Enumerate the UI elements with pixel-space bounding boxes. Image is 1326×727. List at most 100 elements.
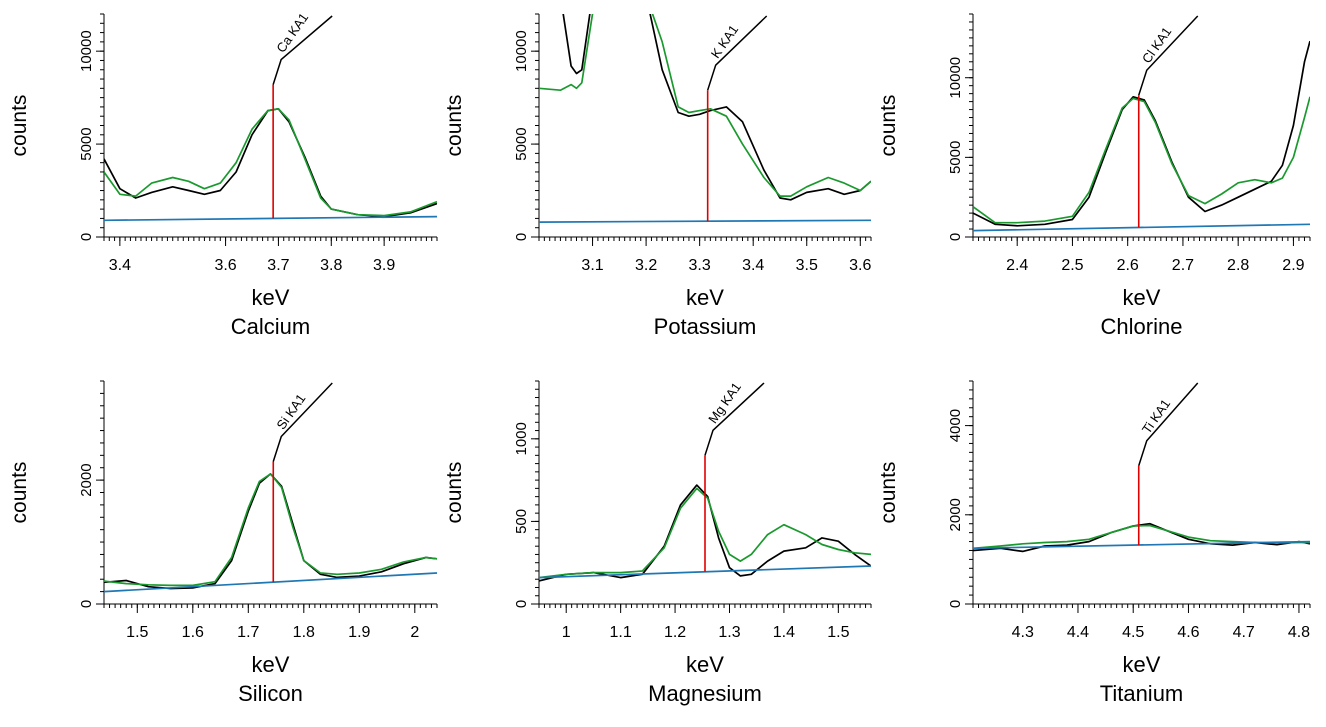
x-tick-label: 2.7 — [1172, 257, 1194, 274]
background-line — [539, 219, 871, 223]
x-tick-label: 4.7 — [1233, 624, 1255, 641]
x-tick-label: 1.8 — [293, 624, 315, 641]
x-tick-label: 1.6 — [182, 624, 204, 641]
panel-title: Titanium — [1100, 681, 1184, 706]
x-tick-label: 1.7 — [237, 624, 259, 641]
x-tick-label: 1.4 — [773, 624, 795, 641]
measured-spectrum-line — [973, 40, 1310, 227]
y-tick-label: 0 — [947, 600, 964, 608]
y-tick-label: 2000 — [947, 498, 964, 531]
y-tick-label: 4000 — [947, 409, 964, 442]
fit-spectrum-line — [539, 14, 871, 197]
panel-title: Silicon — [238, 681, 303, 706]
x-tick-label: 1.5 — [827, 624, 849, 641]
marker-leader-line — [272, 382, 333, 462]
x-tick-label: 4.4 — [1067, 624, 1089, 641]
y-tick-label: 5000 — [947, 141, 964, 174]
panel-title: Magnesium — [648, 681, 762, 706]
y-tick-label: 0 — [513, 600, 530, 608]
marker-leader-line — [272, 15, 333, 85]
y-tick-label: 10000 — [513, 30, 530, 72]
panel-title: Calcium — [231, 314, 310, 339]
background-line — [104, 215, 437, 222]
background-line — [973, 223, 1310, 232]
x-tick-label: 1.9 — [348, 624, 370, 641]
fit-spectrum-line — [104, 473, 437, 587]
measured-spectrum-line — [104, 473, 437, 590]
x-tick-label: 1 — [562, 624, 571, 641]
chart-panel-calcium: 0 5000 10000 3.4 3.6 3.7 3.8 3.9 counts keV Calciu… — [8, 10, 438, 339]
x-tick-label: 4.3 — [1012, 624, 1034, 641]
x-tick-label: 3.4 — [109, 257, 131, 274]
marker-leader-line — [1138, 382, 1199, 466]
y-tick-label: 5000 — [78, 127, 95, 160]
chart-panel-potassium: 0 5000 10000 3.1 3.2 3.3 3.4 3.5 3.6 counts keV Pot… — [443, 13, 872, 339]
measured-spectrum-line — [539, 484, 871, 582]
x-axis-label: keV — [1123, 285, 1161, 310]
y-tick-label: 10000 — [78, 30, 95, 72]
fit-spectrum-line — [539, 487, 871, 579]
x-tick-label: 3.1 — [581, 257, 603, 274]
x-tick-label: 2.4 — [1006, 257, 1028, 274]
y-tick-label: 1000 — [513, 422, 530, 455]
marker-label: K KA1 — [708, 22, 741, 61]
x-tick-label: 2.6 — [1117, 257, 1139, 274]
x-tick-label: 3.4 — [742, 257, 764, 274]
x-tick-label: 2.9 — [1282, 257, 1304, 274]
background-line — [539, 565, 871, 579]
y-axis-label: counts — [877, 95, 900, 157]
measured-spectrum-line — [104, 107, 437, 218]
x-tick-label: 2.8 — [1227, 257, 1249, 274]
y-tick-label: 2000 — [78, 463, 95, 496]
x-tick-label: 2.5 — [1061, 257, 1083, 274]
y-tick-label: 0 — [78, 233, 95, 241]
y-axis-label: counts — [8, 95, 31, 157]
chart-panel-chlorine: 0 5000 10000 2.4 2.5 2.6 2.7 2.8 2.9 counts keV Chl… — [877, 13, 1311, 339]
y-tick-label: 0 — [513, 233, 530, 241]
x-tick-label: 1.1 — [610, 624, 632, 641]
y-tick-label: 10000 — [947, 57, 964, 99]
x-tick-label: 1.5 — [126, 624, 148, 641]
marker-leader-line — [704, 382, 765, 456]
panel-title: Potassium — [654, 314, 757, 339]
y-tick-label: 5000 — [513, 127, 530, 160]
x-tick-label: 3.2 — [635, 257, 657, 274]
x-axis-label: keV — [686, 285, 724, 310]
fit-spectrum-line — [973, 96, 1310, 224]
marker-leader-line — [706, 15, 768, 91]
x-tick-label: 4.5 — [1122, 624, 1144, 641]
x-axis-label: keV — [252, 285, 290, 310]
x-axis-label: keV — [1123, 652, 1161, 677]
x-axis-label: keV — [686, 652, 724, 677]
panel-title: Chlorine — [1101, 314, 1183, 339]
x-tick-label: 3.6 — [849, 257, 871, 274]
y-tick-label: 0 — [947, 233, 964, 241]
y-axis-label: counts — [443, 462, 466, 524]
background-line — [973, 540, 1310, 550]
y-axis-label: counts — [443, 95, 466, 157]
y-tick-label: 0 — [78, 600, 95, 608]
x-tick-label: 3.6 — [214, 257, 236, 274]
x-tick-label: 3.7 — [267, 257, 289, 274]
x-tick-label: 4.8 — [1288, 624, 1310, 641]
y-tick-label: 500 — [513, 509, 530, 534]
background-line — [104, 572, 437, 593]
x-tick-label: 1.3 — [718, 624, 740, 641]
fit-spectrum-line — [104, 107, 437, 217]
x-tick-label: 2 — [410, 624, 419, 641]
x-tick-label: 3.9 — [373, 257, 395, 274]
marker-label: Ca KA1 — [273, 10, 311, 55]
y-axis-label: counts — [877, 462, 900, 524]
chart-panel-titanium: 0 2000 4000 4.3 4.4 4.5 4.6 4.7 4.8 counts keV Tita… — [877, 380, 1311, 706]
x-tick-label: 1.2 — [664, 624, 686, 641]
marker-leader-line — [1138, 15, 1199, 96]
x-tick-label: 4.6 — [1177, 624, 1199, 641]
y-axis-label: counts — [8, 462, 31, 524]
chart-panel-magnesium: 0 500 1000 1 1.1 1.2 1.3 1.4 1.5 counts keV Magnesi… — [443, 380, 872, 706]
x-tick-label: 3.3 — [689, 257, 711, 274]
x-axis-label: keV — [252, 652, 290, 677]
x-tick-label: 3.8 — [320, 257, 342, 274]
